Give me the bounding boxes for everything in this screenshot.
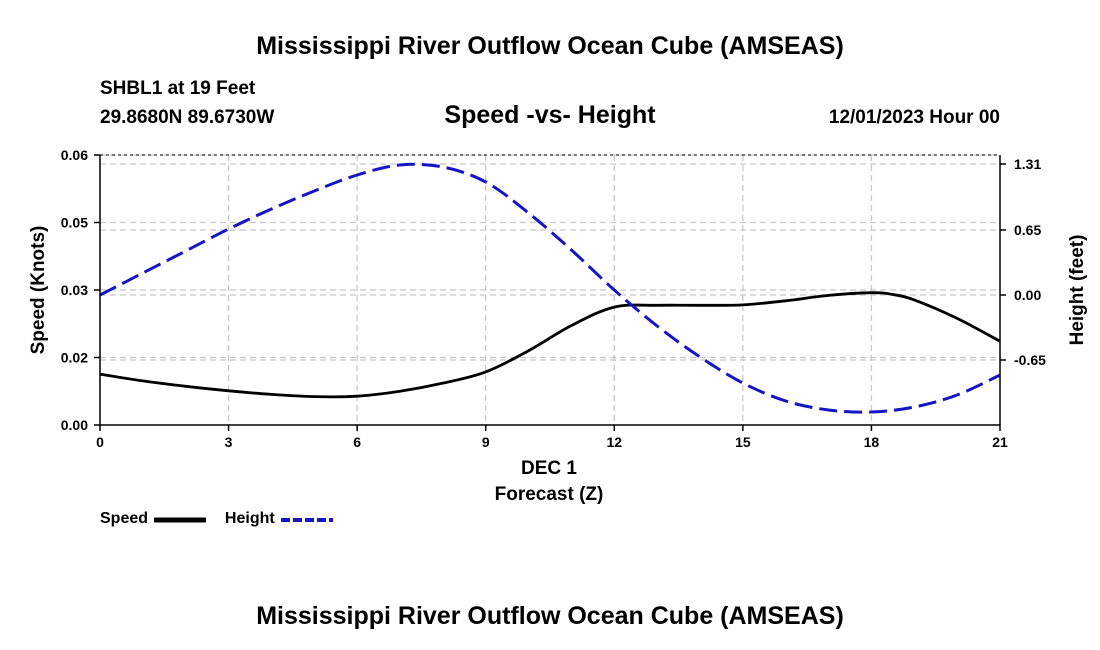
y2-tick-label: -0.65	[1014, 352, 1046, 368]
y2-axis-label: Height (feet)	[1067, 235, 1088, 346]
x-tick-label: 3	[225, 434, 233, 450]
legend-speed-label: Speed	[100, 510, 149, 527]
height-series-line	[99, 162, 1001, 414]
x-date-label: DEC 1	[521, 458, 577, 479]
x-tick-label: 12	[606, 434, 622, 450]
station-label: SHBL1 at 19 Feet	[100, 78, 256, 99]
y2-tick-label: 0.65	[1014, 222, 1041, 238]
y2-tick-label: 1.31	[1014, 156, 1041, 172]
footer-title: Mississippi River Outflow Ocean Cube (AM…	[256, 602, 844, 630]
x-tick-label: 21	[992, 434, 1008, 450]
y-tick-label: 0.02	[61, 350, 88, 366]
y-tick-label: 0.05	[61, 215, 88, 231]
x-axis-label: Forecast (Z)	[495, 484, 604, 505]
y-tick-label: 0.00	[61, 417, 88, 433]
grid-layer	[100, 154, 1000, 425]
speed-series-line	[99, 291, 1001, 399]
x-tick-label: 9	[482, 434, 490, 450]
x-tick-label: 18	[864, 434, 880, 450]
y-axis-label: Speed (Knots)	[28, 226, 49, 355]
y-tick-label: 0.03	[61, 282, 88, 298]
date-label: 12/01/2023 Hour 00	[828, 107, 1000, 128]
x-tick-label: 6	[353, 434, 361, 450]
x-tick-label: 15	[735, 434, 751, 450]
legend: Speed Height	[100, 510, 335, 528]
chart-subtitle: Speed -vs- Height	[444, 101, 656, 129]
legend-height-swatch	[281, 518, 334, 522]
coordinates-label: 29.8680N 89.6730W	[100, 107, 275, 128]
chart-title: Mississippi River Outflow Ocean Cube (AM…	[256, 32, 844, 60]
x-tick-label: 0	[96, 434, 104, 450]
legend-height-label: Height	[224, 510, 275, 527]
axes-layer: 0 3 6 9 12 15 18 21 0.00 0.02 0.03 0.05 0.06 -0.65 0.0…	[61, 147, 1046, 450]
legend-speed-swatch	[154, 517, 207, 523]
y-tick-label: 0.06	[61, 147, 88, 163]
series-layer	[99, 162, 1001, 414]
y2-tick-label: 0.00	[1014, 287, 1041, 303]
